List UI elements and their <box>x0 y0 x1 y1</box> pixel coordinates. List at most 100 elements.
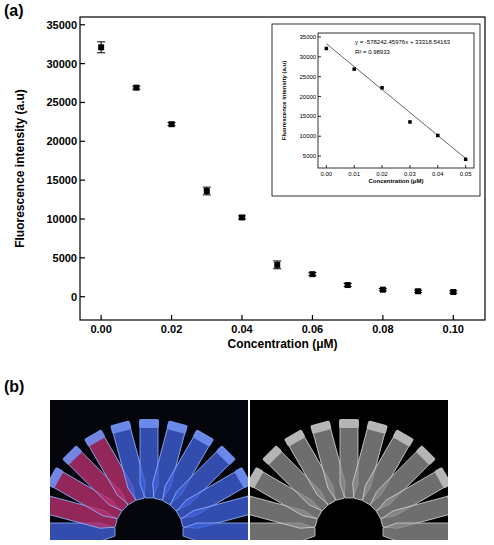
y-tick-label: 35000 <box>46 19 77 31</box>
point <box>436 134 440 138</box>
tube-cap <box>434 467 448 489</box>
error-cap <box>273 268 281 269</box>
point <box>380 287 386 293</box>
point <box>464 158 468 162</box>
tube-cap <box>250 493 251 515</box>
chart: 50001000015000200002500030000350000.000.… <box>272 24 480 196</box>
y-tick-label: 5000 <box>303 153 317 159</box>
y-tick <box>318 76 321 77</box>
x-tick <box>312 315 313 320</box>
x-tick-label: 0.10 <box>443 323 464 335</box>
y-tick <box>318 96 321 97</box>
chart: 0 5000 10000 15000 20000 25000 30000 35000 0.00 0… <box>13 17 485 351</box>
error-cap <box>273 260 281 261</box>
x-tick <box>241 315 242 320</box>
y-tick-label: 20000 <box>46 135 77 147</box>
error-cap <box>203 194 211 195</box>
y-tick-label: 30000 <box>300 54 317 60</box>
x-tick <box>409 165 410 168</box>
x-tick <box>171 315 172 320</box>
y-tick-label: 10000 <box>46 213 77 225</box>
plot-frame <box>80 17 485 320</box>
y-tick <box>80 24 85 25</box>
y-tick-label: 15000 <box>46 174 77 186</box>
x-tick-label: 0.01 <box>348 171 360 177</box>
y-tick <box>80 180 85 181</box>
photo <box>250 400 448 540</box>
y-axis-title: Fluorescence intensity (a.u) <box>281 61 287 140</box>
tube-cap <box>392 429 414 447</box>
y-tick-label: 25000 <box>300 74 317 80</box>
tube <box>383 522 448 540</box>
y-tick-label: 10000 <box>300 133 317 139</box>
y-tick <box>318 136 321 137</box>
tube-cap <box>84 429 106 447</box>
x-tick-label: 0.00 <box>321 171 333 177</box>
point <box>239 214 245 220</box>
error-cap <box>203 187 211 188</box>
y-tick <box>80 141 85 142</box>
x-tick-label: 0.04 <box>231 323 253 335</box>
y-tick-label: 30000 <box>46 58 77 70</box>
tube-cap <box>339 419 359 428</box>
x-tick <box>101 315 102 320</box>
y-tick-label: 25000 <box>46 96 77 108</box>
x-tick <box>326 165 327 168</box>
y-tick <box>80 63 85 64</box>
point <box>352 67 356 71</box>
annotation: y = -578242.45976x + 33318.54163 <box>355 39 451 45</box>
y-tick-label: 5000 <box>53 252 77 264</box>
x-tick-label: 0.03 <box>404 171 416 177</box>
y-tick-label: 0 <box>71 291 77 303</box>
tube-cap <box>50 493 51 515</box>
point <box>450 289 456 295</box>
tube <box>183 522 248 540</box>
tube-cap <box>262 445 283 466</box>
tube-cap <box>366 420 388 434</box>
photo <box>50 400 248 540</box>
point <box>325 47 329 51</box>
point <box>415 288 421 294</box>
x-tick-label: 0.00 <box>90 323 111 335</box>
point <box>169 121 175 127</box>
panel-letter: (a) <box>4 2 24 19</box>
y-axis-title: Fluorescence intensity (a.u) <box>13 89 27 248</box>
point <box>380 86 384 90</box>
y-tick <box>318 116 321 117</box>
y-tick <box>318 156 321 157</box>
tube-cap <box>139 419 159 428</box>
tube-body <box>383 523 448 540</box>
y-tick <box>80 296 85 297</box>
point <box>274 262 280 268</box>
point <box>98 44 104 50</box>
error-bar <box>97 42 105 53</box>
tube-cap <box>415 445 436 466</box>
tube-cap <box>447 493 448 515</box>
x-tick-label: 0.05 <box>460 171 472 177</box>
point <box>345 282 351 288</box>
x-tick-label: 0.08 <box>372 323 393 335</box>
point <box>204 188 210 194</box>
tube-cap <box>110 420 132 434</box>
tube-cap <box>250 467 264 489</box>
fit-line <box>326 44 465 159</box>
y-tick <box>80 257 85 258</box>
tube-cap <box>310 420 332 434</box>
annotation: R² = 0.98933 <box>355 49 391 55</box>
error-cap <box>97 52 105 53</box>
y-tick-label: 35000 <box>300 34 317 40</box>
tube-cap <box>166 420 188 434</box>
x-tick-label: 0.06 <box>302 323 323 335</box>
y-tick-label: 15000 <box>300 113 317 119</box>
y-tick <box>80 102 85 103</box>
tube-cap <box>50 467 64 489</box>
x-tick-label: 0.02 <box>376 171 388 177</box>
x-tick <box>465 165 466 168</box>
error-cap <box>97 41 105 42</box>
tube-cap <box>284 429 306 447</box>
figure: (a)(b)0500010000150002000025000300003500… <box>0 0 494 545</box>
tube-cap <box>234 467 248 489</box>
plot-frame <box>318 33 474 168</box>
x-axis-title: Concentration (μM) <box>369 178 424 184</box>
tube-cap <box>215 445 236 466</box>
